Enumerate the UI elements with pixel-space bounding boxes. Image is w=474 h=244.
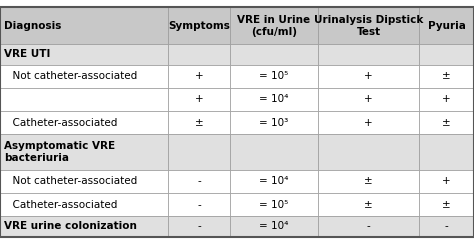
Bar bbox=[0, 65, 168, 88]
Bar bbox=[230, 216, 318, 237]
Text: Pyuria: Pyuria bbox=[428, 21, 465, 31]
Bar bbox=[0, 44, 168, 65]
Text: = 10⁵: = 10⁵ bbox=[259, 200, 288, 210]
Text: ±: ± bbox=[442, 71, 451, 81]
Bar bbox=[419, 44, 474, 65]
Bar bbox=[419, 111, 474, 134]
Bar bbox=[318, 216, 419, 237]
Bar bbox=[318, 44, 419, 65]
Text: = 10⁵: = 10⁵ bbox=[259, 71, 288, 81]
Bar bbox=[0, 7, 168, 44]
Bar bbox=[230, 134, 318, 170]
Text: +: + bbox=[195, 71, 203, 81]
Bar bbox=[168, 65, 230, 88]
Bar bbox=[318, 65, 419, 88]
Bar bbox=[318, 88, 419, 111]
Text: ±: ± bbox=[364, 200, 373, 210]
Text: Catheter-associated: Catheter-associated bbox=[6, 118, 117, 128]
Text: +: + bbox=[442, 176, 451, 186]
Bar bbox=[419, 7, 474, 44]
Text: Not catheter-associated: Not catheter-associated bbox=[6, 176, 137, 186]
Bar bbox=[419, 65, 474, 88]
Bar bbox=[168, 134, 230, 170]
Text: -: - bbox=[197, 222, 201, 232]
Bar bbox=[419, 88, 474, 111]
Bar bbox=[318, 7, 419, 44]
Text: +: + bbox=[364, 94, 373, 104]
Text: Diagnosis: Diagnosis bbox=[4, 21, 61, 31]
Text: ±: ± bbox=[364, 176, 373, 186]
Bar bbox=[419, 193, 474, 216]
Bar bbox=[168, 111, 230, 134]
Text: ±: ± bbox=[442, 118, 451, 128]
Text: +: + bbox=[364, 71, 373, 81]
Text: = 10⁴: = 10⁴ bbox=[259, 94, 288, 104]
Text: VRE UTI: VRE UTI bbox=[4, 50, 50, 60]
Bar bbox=[419, 134, 474, 170]
Text: Symptoms: Symptoms bbox=[168, 21, 230, 31]
Text: Urinalysis Dipstick
Test: Urinalysis Dipstick Test bbox=[314, 15, 423, 37]
Text: ±: ± bbox=[195, 118, 203, 128]
Text: VRE urine colonization: VRE urine colonization bbox=[4, 222, 137, 232]
Bar bbox=[230, 111, 318, 134]
Bar bbox=[230, 7, 318, 44]
Text: ±: ± bbox=[442, 200, 451, 210]
Text: VRE in Urine
(cfu/ml): VRE in Urine (cfu/ml) bbox=[237, 15, 310, 37]
Bar bbox=[230, 65, 318, 88]
Bar bbox=[168, 7, 230, 44]
Text: -: - bbox=[445, 222, 448, 232]
Text: = 10⁴: = 10⁴ bbox=[259, 222, 288, 232]
Bar bbox=[230, 170, 318, 193]
Bar bbox=[0, 111, 168, 134]
Bar bbox=[230, 44, 318, 65]
Text: +: + bbox=[364, 118, 373, 128]
Bar bbox=[419, 170, 474, 193]
Text: Not catheter-associated: Not catheter-associated bbox=[6, 71, 137, 81]
Bar bbox=[168, 44, 230, 65]
Bar bbox=[0, 88, 168, 111]
Bar bbox=[0, 134, 168, 170]
Bar bbox=[168, 216, 230, 237]
Bar bbox=[0, 216, 168, 237]
Text: -: - bbox=[367, 222, 370, 232]
Bar bbox=[318, 170, 419, 193]
Text: -: - bbox=[197, 200, 201, 210]
Bar bbox=[318, 134, 419, 170]
Text: -: - bbox=[197, 176, 201, 186]
Text: +: + bbox=[195, 94, 203, 104]
Text: Asymptomatic VRE
bacteriuria: Asymptomatic VRE bacteriuria bbox=[4, 141, 115, 163]
Bar bbox=[0, 170, 168, 193]
Text: = 10⁴: = 10⁴ bbox=[259, 176, 288, 186]
Bar bbox=[318, 193, 419, 216]
Text: Catheter-associated: Catheter-associated bbox=[6, 200, 117, 210]
Bar bbox=[168, 88, 230, 111]
Text: +: + bbox=[442, 94, 451, 104]
Bar bbox=[230, 88, 318, 111]
Bar bbox=[318, 111, 419, 134]
Bar bbox=[168, 170, 230, 193]
Bar bbox=[230, 193, 318, 216]
Bar bbox=[168, 193, 230, 216]
Bar bbox=[419, 216, 474, 237]
Text: = 10³: = 10³ bbox=[259, 118, 288, 128]
Bar bbox=[0, 193, 168, 216]
